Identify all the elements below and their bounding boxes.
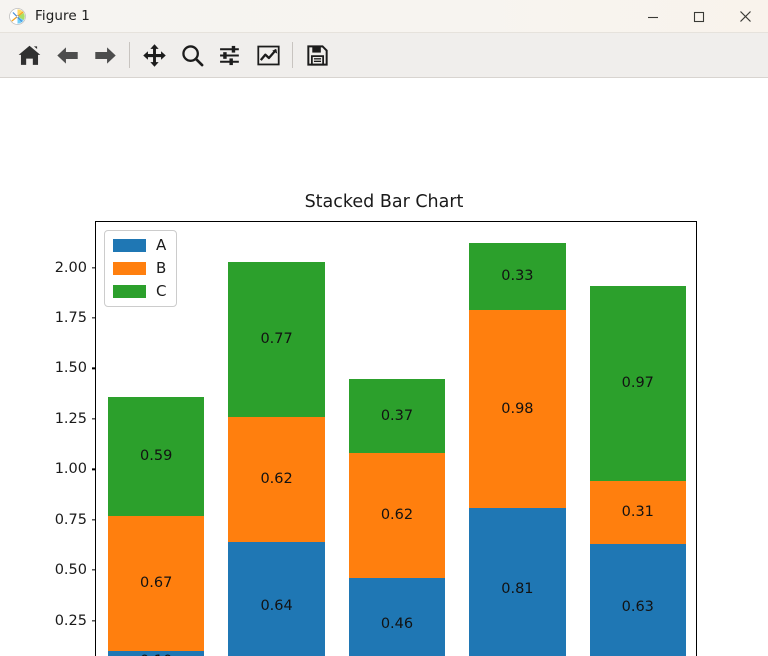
maximize-icon (693, 11, 705, 22)
bar-value-label: 0.98 (501, 400, 534, 417)
close-icon (739, 11, 751, 22)
forward-button[interactable] (86, 36, 124, 74)
y-axis-tick-label: 1.00 (54, 461, 87, 478)
chart-title: Stacked Bar Chart (304, 192, 464, 212)
bar-value-label: 0.77 (260, 330, 293, 347)
matplotlib-logo-icon (9, 7, 26, 25)
toolbar-separator-2 (292, 42, 293, 68)
bar-segment: 0.62 (228, 416, 325, 542)
bar-segment: 0.77 (228, 261, 325, 417)
bar-segment: 0.63 (589, 543, 686, 656)
y-axis-tick-mark (92, 266, 96, 269)
figure-canvas[interactable]: Stacked Bar Chart ABC 0.000.250.500.751.… (0, 78, 768, 656)
legend-entry: C (113, 284, 166, 299)
save-button[interactable] (298, 36, 336, 74)
bar-segment: 0.67 (108, 515, 205, 651)
bar-value-label: 0.97 (621, 375, 654, 392)
bar-segment: 0.81 (469, 507, 566, 656)
legend-label: B (156, 259, 167, 277)
floppy-disk-icon (306, 44, 328, 66)
configure-subplots-button[interactable] (211, 36, 249, 74)
home-button[interactable] (10, 36, 48, 74)
legend-color-swatch (113, 239, 146, 252)
plot-axes: ABC 0.000.250.500.751.001.251.501.752.00… (55, 221, 697, 656)
close-button[interactable] (722, 0, 768, 33)
move-icon (142, 43, 166, 67)
bar-value-label: 0.81 (501, 581, 534, 598)
minimize-icon (648, 16, 658, 18)
bar-segment: 0.31 (589, 481, 686, 544)
bar-value-label: 0.63 (621, 599, 654, 616)
y-axis-tick-mark (92, 569, 96, 571)
legend-color-swatch (113, 262, 146, 275)
arrow-left-icon (56, 46, 78, 64)
legend-label: A (156, 236, 167, 254)
bar-value-label: 0.33 (501, 268, 534, 285)
legend-label: C (156, 282, 167, 300)
y-axis-tick-label: 1.25 (54, 410, 87, 427)
y-axis-tick-label: 0.50 (54, 562, 87, 579)
bar-value-label: 0.62 (260, 471, 293, 488)
pan-button[interactable] (135, 36, 173, 74)
bar-value-label: 0.59 (140, 447, 173, 464)
y-axis-tick-mark (92, 418, 96, 420)
bar-segment: 0.33 (469, 243, 566, 310)
edit-axis-button[interactable] (249, 36, 287, 74)
y-axis-tick-label: 0.25 (54, 612, 87, 629)
y-axis-tick-label: 0.75 (54, 511, 87, 528)
back-button[interactable] (48, 36, 86, 74)
bar-value-label: 0.31 (621, 504, 654, 521)
bar-value-label: 0.37 (380, 407, 414, 424)
legend-entry: B (113, 261, 166, 276)
window-controls (630, 0, 768, 33)
arrow-right-icon (94, 46, 116, 64)
y-axis-tick-label: 1.75 (54, 310, 87, 326)
toolbar-separator-1 (129, 42, 130, 68)
window-titlebar: Figure 1 (0, 0, 768, 33)
bar-segment: 0.46 (348, 578, 446, 656)
magnifier-icon (181, 44, 203, 66)
bar-segment: 0.64 (228, 541, 325, 656)
bar-segment: 0.62 (348, 453, 446, 579)
y-axis-tick-mark (92, 519, 96, 521)
bar-segment: 0.97 (589, 285, 686, 482)
bar-segment: 0.59 (108, 396, 205, 516)
bar-segment: 0.10 (108, 650, 205, 656)
minimize-button[interactable] (630, 0, 676, 33)
titlebar-left: Figure 1 (0, 7, 90, 25)
legend-color-swatch (113, 285, 146, 298)
y-axis-tick-label: 1.50 (54, 360, 87, 377)
home-icon (18, 45, 40, 65)
y-axis-tick-mark (92, 619, 96, 622)
y-axis-tick-label: 2.00 (54, 259, 87, 276)
legend-entry: A (113, 238, 166, 253)
bar-value-label: 0.46 (380, 616, 414, 633)
bar-value-label: 0.62 (380, 507, 414, 524)
y-axis-tick-mark (92, 317, 96, 319)
window-title: Figure 1 (35, 8, 90, 24)
y-axis-tick-mark (92, 367, 96, 370)
line-chart-icon (256, 45, 280, 65)
bar-segment: 0.37 (348, 378, 446, 454)
navigation-toolbar (0, 33, 768, 78)
y-axis-tick-mark (92, 468, 96, 470)
sliders-icon (219, 45, 239, 65)
bar-value-label: 0.64 (260, 598, 293, 615)
bar-segment: 0.98 (469, 309, 566, 508)
maximize-button[interactable] (676, 0, 722, 33)
zoom-button[interactable] (173, 36, 211, 74)
bar-value-label: 0.67 (140, 574, 173, 591)
